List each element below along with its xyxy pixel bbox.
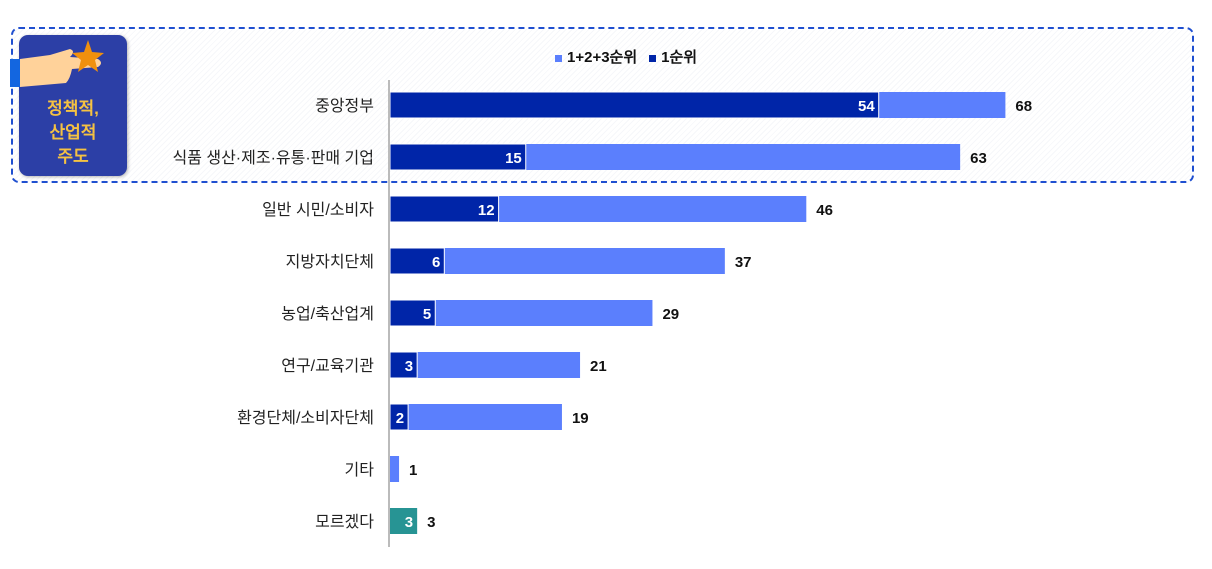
legend: 1+2+3순위 1순위 — [555, 46, 697, 67]
bar-first — [389, 143, 527, 171]
data-label-top3: 29 — [662, 306, 679, 323]
badge-line: 산업적 — [49, 123, 97, 142]
category-label: 중앙정부 — [315, 97, 374, 115]
data-label-first: 5 — [423, 306, 431, 323]
data-label-first: 2 — [396, 410, 404, 427]
data-label-first: 3 — [405, 514, 413, 531]
bar-first — [389, 299, 436, 327]
bar-top3 — [390, 352, 581, 378]
data-label-top3: 1 — [409, 462, 417, 479]
data-label-top3: 46 — [816, 202, 833, 219]
bar-top3 — [390, 248, 725, 274]
bar-first — [389, 195, 500, 223]
category-label: 일반 시민/소비자 — [262, 201, 374, 219]
data-label-first: 12 — [478, 202, 495, 219]
category-label: 지방자치단체 — [286, 253, 374, 271]
badge-line: 정책적, — [47, 99, 99, 118]
policy-industry-badge: 정책적, 산업적 주도 — [10, 35, 127, 176]
category-label: 기타 — [345, 461, 375, 479]
data-label-first: 54 — [858, 98, 875, 115]
category-label: 연구/교육기관 — [281, 357, 374, 375]
data-label-first: 15 — [505, 150, 522, 167]
category-label: 농업/축산업계 — [281, 305, 374, 323]
data-label-top3: 68 — [1015, 98, 1032, 115]
data-label-first: 3 — [405, 358, 413, 375]
legend-item-top3: 1+2+3순위 — [555, 46, 637, 67]
data-label-top3: 19 — [572, 410, 589, 427]
category-label: 식품 생산·제조·유통·판매 기업 — [172, 149, 374, 167]
bar-top3 — [390, 404, 562, 430]
data-label-first: 6 — [432, 254, 440, 271]
bar-top3 — [390, 456, 400, 482]
data-label-top3: 37 — [735, 254, 752, 271]
data-label-top3: 63 — [970, 150, 987, 167]
bar-first — [389, 351, 418, 379]
pointing-hand-star-icon — [10, 40, 104, 87]
legend-item-first: 1순위 — [649, 46, 697, 67]
badge-line: 주도 — [57, 147, 89, 166]
bar-first — [390, 508, 418, 534]
category-label: 환경단체/소비자단체 — [237, 409, 374, 427]
data-label-total: 3 — [427, 514, 435, 531]
category-label: 모르겠다 — [315, 513, 374, 531]
bar-first — [389, 91, 880, 119]
data-label-top3: 21 — [590, 358, 607, 375]
